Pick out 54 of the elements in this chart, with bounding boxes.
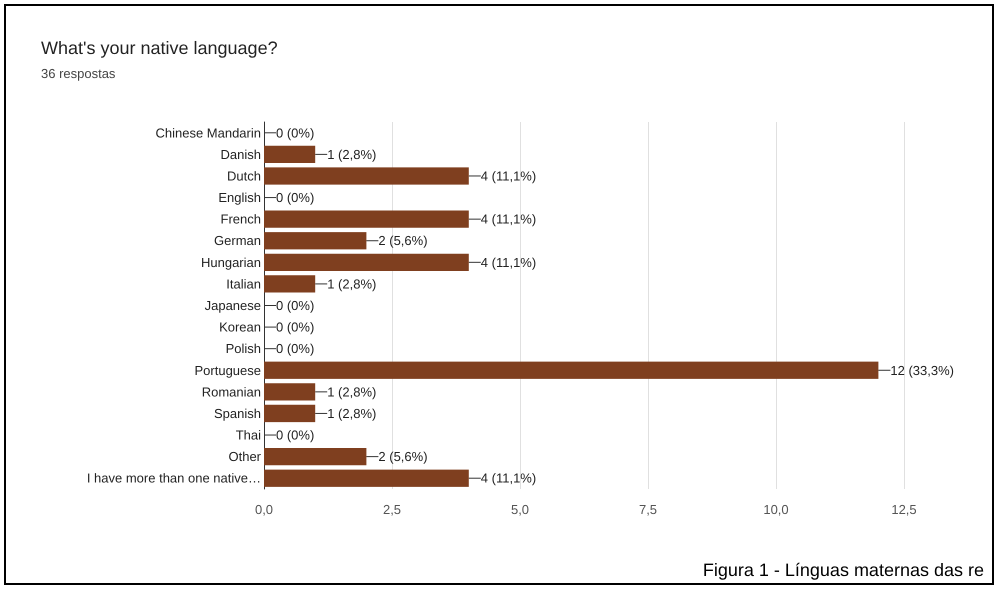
x-tick-label: 0,0 [254, 502, 274, 517]
data-label: 1 (2,8%) [327, 276, 376, 292]
bar [264, 210, 469, 228]
data-label: 4 (11,1%) [480, 254, 536, 270]
bar [264, 275, 316, 293]
text: 36 respostas [41, 66, 116, 81]
bar [264, 254, 469, 271]
chart-title: What's your native language? [41, 38, 278, 58]
x-tick-label: 10,0 [763, 502, 789, 517]
data-label: 2 (5,6%) [378, 233, 428, 248]
data-label: 1 (2,8%) [327, 384, 376, 400]
data-label: 0 (0%) [276, 298, 314, 313]
x-tick-label: 7,5 [638, 502, 658, 517]
data-label: 0 (0%) [276, 320, 314, 335]
y-tick-label: Portuguese [194, 362, 261, 378]
data-label: 1 (2,8%) [327, 146, 376, 162]
x-tick-label: 12,5 [891, 502, 917, 517]
bar [264, 167, 469, 185]
bar [264, 470, 469, 487]
x-tick-label: 2,5 [382, 502, 402, 517]
bar [264, 404, 316, 422]
y-tick-label: Thai [236, 428, 262, 443]
y-tick-label: Other [228, 449, 262, 464]
text: Figura 1 - Línguas maternas das re [702, 560, 984, 580]
y-tick-label: Dutch [227, 168, 261, 184]
y-tick-label: Italian [226, 276, 261, 292]
y-tick-label: Japanese [204, 298, 261, 313]
y-tick-label: Hungarian [201, 254, 261, 270]
bar [264, 362, 878, 379]
x-tick-label: 5,0 [510, 502, 530, 517]
y-tick-label: I have more than one native… [86, 470, 261, 486]
bar [264, 383, 316, 400]
data-label: 4 (11,1%) [480, 470, 536, 486]
y-tick-label: Spanish [214, 406, 261, 421]
data-label: 4 (11,1%) [480, 212, 536, 227]
data-label: 0 (0%) [276, 428, 314, 443]
data-label: 0 (0%) [276, 341, 314, 356]
y-tick-label: German [214, 233, 261, 248]
data-label: 0 (0%) [276, 190, 314, 206]
y-tick-label: Polish [226, 341, 261, 356]
data-label: 1 (2,8%) [327, 406, 376, 421]
data-label: 2 (5,6%) [378, 449, 428, 464]
y-tick-label: English [218, 190, 261, 206]
y-tick-label: Korean [219, 320, 261, 335]
data-label: 0 (0%) [276, 125, 314, 140]
y-tick-label: Romanian [202, 384, 261, 400]
bar [264, 146, 316, 164]
bar [264, 448, 366, 466]
y-tick-label: French [220, 212, 261, 227]
data-label: 12 (33,3%) [890, 362, 954, 378]
y-tick-label: Chinese Mandarin [155, 125, 261, 140]
data-label: 4 (11,1%) [480, 168, 536, 184]
bar [264, 232, 366, 250]
y-tick-label: Danish [220, 146, 261, 162]
